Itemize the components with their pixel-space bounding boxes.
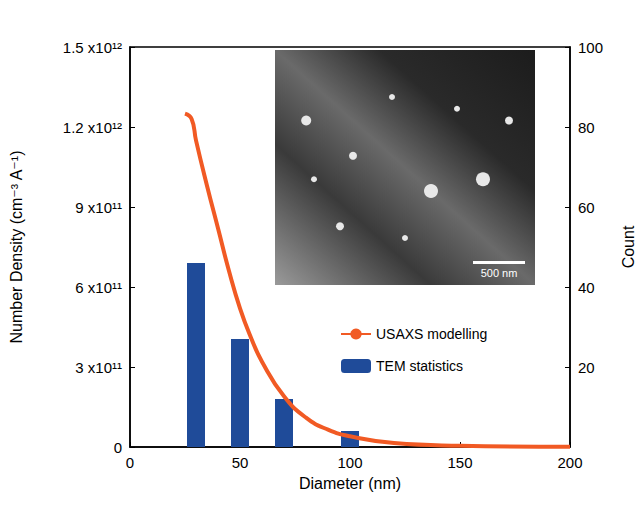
svg-text:500 nm: 500 nm [481, 267, 518, 279]
svg-text:80: 80 [578, 119, 595, 136]
svg-text:6 x10¹¹: 6 x10¹¹ [75, 279, 122, 296]
svg-text:USAXS modelling: USAXS modelling [376, 326, 487, 342]
svg-text:1.5 x10¹²: 1.5 x10¹² [63, 39, 122, 56]
svg-text:60: 60 [578, 199, 595, 216]
svg-text:Diameter (nm): Diameter (nm) [299, 475, 401, 492]
svg-text:200: 200 [557, 454, 582, 471]
svg-text:100: 100 [337, 454, 362, 471]
svg-text:Count: Count [620, 225, 637, 268]
svg-text:Number Density (cm⁻³ A⁻¹): Number Density (cm⁻³ A⁻¹) [8, 151, 25, 344]
svg-text:100: 100 [578, 39, 603, 56]
svg-text:3 x10¹¹: 3 x10¹¹ [75, 359, 122, 376]
svg-text:40: 40 [578, 279, 595, 296]
svg-text:150: 150 [447, 454, 472, 471]
svg-text:1.2 x10¹²: 1.2 x10¹² [63, 119, 122, 136]
svg-text:0: 0 [126, 454, 134, 471]
svg-text:20: 20 [578, 359, 595, 376]
svg-text:0: 0 [114, 439, 122, 456]
svg-text:9 x10¹¹: 9 x10¹¹ [75, 199, 122, 216]
svg-text:50: 50 [232, 454, 249, 471]
svg-text:TEM statistics: TEM statistics [376, 358, 463, 374]
